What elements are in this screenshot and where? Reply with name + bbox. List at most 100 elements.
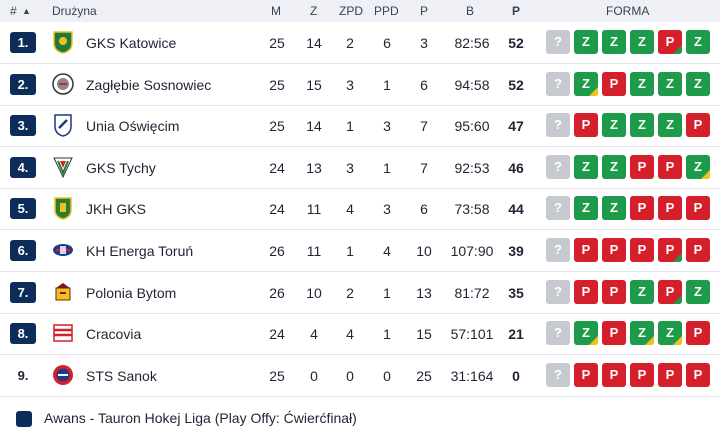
torun-logo[interactable] (52, 238, 74, 262)
form-result-badge[interactable]: P (630, 362, 654, 387)
table-row[interactable]: 3. Unia Oświęcim 25 14 1 3 7 95:60 47? P Z Z Z P (0, 105, 720, 148)
header-ot-losses[interactable]: PPD (374, 4, 399, 18)
team-name[interactable]: STS Sanok (86, 367, 157, 384)
stat-z: 15 (306, 76, 322, 93)
next-match-badge[interactable]: ? (546, 238, 570, 262)
form-result-badge[interactable]: P (686, 238, 710, 262)
table-row[interactable]: 5. JKH GKS 24 11 4 3 6 73:58 44? Z Z P P P (0, 188, 720, 231)
form-result-badge[interactable]: P (630, 238, 654, 262)
form-result-badge[interactable]: P (658, 30, 682, 54)
form-result-badge[interactable]: Z (574, 196, 598, 221)
team-name[interactable]: Cracovia (86, 326, 142, 343)
next-match-badge[interactable]: ? (546, 196, 570, 221)
form-result-badge[interactable]: P (574, 279, 598, 304)
form-result-badge[interactable]: P (686, 196, 710, 221)
form-result-badge[interactable]: P (602, 321, 626, 346)
stat-zpd: 4 (346, 201, 354, 218)
form-result-badge[interactable]: Z (658, 321, 682, 346)
header-goals[interactable]: B (466, 4, 475, 18)
stat-z: 0 (310, 367, 318, 384)
form-result-badge[interactable]: Z (602, 154, 626, 179)
header-ot-wins[interactable]: ZPD (339, 4, 363, 18)
team-name[interactable]: Polonia Bytom (86, 284, 177, 301)
table-row[interactable]: 8. Cracovia 24 4 4 1 15 57:101 21? Z P Z Z P (0, 313, 720, 356)
form-result-badge[interactable]: P (658, 238, 682, 262)
form-result-badge[interactable]: P (574, 238, 598, 262)
team-name[interactable]: KH Energa Toruń (86, 243, 194, 259)
form-result-badge[interactable]: Z (630, 71, 654, 96)
header-points[interactable]: P (512, 4, 521, 18)
jkh-logo[interactable] (52, 196, 74, 221)
form-result-badge[interactable]: P (602, 238, 626, 262)
form-result-badge[interactable]: Z (574, 321, 598, 346)
form-result-badge[interactable]: Z (574, 71, 598, 96)
team-name[interactable]: Unia Oświęcim (86, 118, 180, 135)
form-result-badge[interactable]: P (630, 196, 654, 221)
next-match-badge[interactable]: ? (546, 30, 570, 54)
header-team[interactable]: Drużyna (52, 4, 97, 18)
table-row[interactable]: 1. GKS Katowice 25 14 2 6 3 82:56 52? Z Z Z P Z (0, 22, 720, 64)
form-result-badge[interactable]: P (686, 362, 710, 387)
form-result-badge[interactable]: Z (630, 30, 654, 54)
form-result-badge[interactable]: Z (630, 321, 654, 346)
next-match-badge[interactable]: ? (546, 113, 570, 138)
form-result-badge[interactable]: Z (574, 154, 598, 179)
header-matches[interactable]: M (271, 4, 281, 18)
rank-badge: 4. (10, 156, 36, 178)
next-match-badge[interactable]: ? (546, 71, 570, 96)
tychy-logo[interactable] (52, 155, 74, 179)
form-result-badge[interactable]: Z (686, 71, 710, 96)
sanok-logo[interactable] (52, 363, 74, 387)
form-result-badge[interactable]: Z (630, 279, 654, 304)
unia-logo[interactable] (52, 113, 74, 137)
polonia-logo[interactable] (52, 280, 74, 304)
team-name[interactable]: GKS Tychy (86, 159, 156, 176)
table-row[interactable]: 2. Zagłębie Sosnowiec 25 15 3 1 6 94:58 52? Z P Z Z Z (0, 64, 720, 106)
form-result-badge[interactable]: Z (602, 113, 626, 138)
form-result-badge[interactable]: P (602, 279, 626, 304)
next-match-badge[interactable]: ? (546, 154, 570, 179)
form-result-badge[interactable]: Z (658, 113, 682, 138)
form-result-badge[interactable]: P (686, 321, 710, 346)
header-rank[interactable]: # (10, 4, 17, 18)
form-result-badge[interactable]: P (602, 362, 626, 387)
table-row[interactable]: 4. GKS Tychy 24 13 3 1 7 92:53 46? Z Z P P Z (0, 147, 720, 189)
form-result-badge[interactable]: P (658, 362, 682, 387)
form-result-badge[interactable]: Z (686, 154, 710, 179)
stat-m: 26 (269, 284, 285, 301)
table-row[interactable]: 6. KH Energa Toruń 26 11 1 4 10 107:90 39? P P P P P (0, 230, 720, 272)
team-name[interactable]: Zagłębie Sosnowiec (86, 76, 212, 93)
sort-arrow-icon[interactable]: ▲ (22, 6, 31, 16)
table-row[interactable]: 9. STS Sanok 25 0 0 0 25 31:164 0? P P P P P (0, 355, 720, 397)
form-result-badge[interactable]: Z (658, 71, 682, 96)
team-name[interactable]: GKS Katowice (86, 35, 177, 51)
form-result-badge[interactable]: P (574, 362, 598, 387)
header-losses[interactable]: P (420, 4, 429, 18)
cracovia-logo[interactable] (52, 321, 74, 345)
next-match-badge[interactable]: ? (546, 321, 570, 346)
form-result-badge[interactable]: Z (630, 113, 654, 138)
next-match-badge[interactable]: ? (546, 279, 570, 304)
form-result-badge[interactable]: P (658, 279, 682, 304)
katowice-logo[interactable] (52, 30, 74, 54)
next-match-badge[interactable]: ? (546, 362, 570, 387)
rank-badge: 8. (10, 323, 36, 345)
stat-b: 73:58 (454, 201, 490, 218)
form-result-badge[interactable]: P (658, 196, 682, 221)
form-result-badge[interactable]: P (602, 71, 626, 96)
form-result-badge[interactable]: P (658, 154, 682, 179)
form-result-badge[interactable]: Z (686, 30, 710, 54)
form-result-badge[interactable]: Z (686, 279, 710, 304)
form-result-badge[interactable]: Z (602, 30, 626, 54)
form-result-badge[interactable]: P (574, 113, 598, 138)
form-result-badge[interactable]: P (630, 154, 654, 179)
stat-p: 7 (420, 118, 428, 135)
form-result-badge[interactable]: Z (602, 196, 626, 221)
table-row[interactable]: 7. Polonia Bytom 26 10 2 1 13 81:72 35? P P Z P Z (0, 272, 720, 314)
stat-ppd: 6 (383, 35, 391, 51)
zaglebie-logo[interactable] (52, 72, 74, 96)
form-result-badge[interactable]: Z (574, 30, 598, 54)
header-wins[interactable]: Z (310, 4, 318, 18)
team-name[interactable]: JKH GKS (86, 201, 146, 218)
form-result-badge[interactable]: P (686, 113, 710, 138)
